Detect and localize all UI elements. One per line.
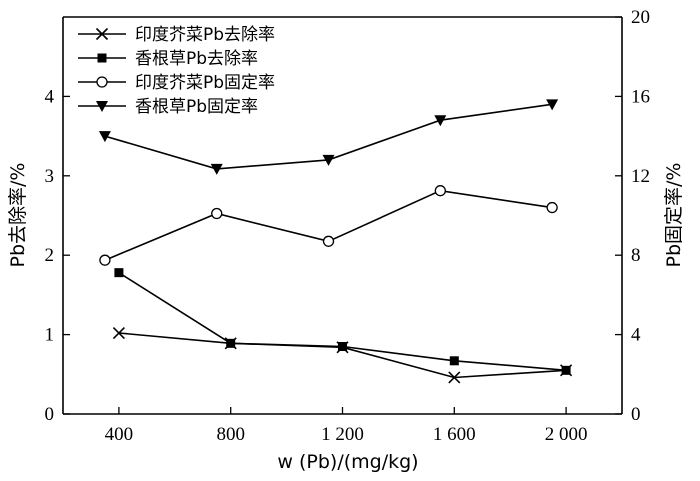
series-3-line <box>104 189 553 261</box>
series-2 <box>114 268 571 375</box>
right-y-tick-label: 4 <box>631 325 641 346</box>
series-4-point-5 <box>546 99 559 111</box>
legend-item-4: 香根草Pb固定率 <box>78 97 258 117</box>
series-4-point-4 <box>434 115 447 127</box>
series-3 <box>99 185 558 266</box>
right-y-tick-label: 8 <box>631 245 641 266</box>
legend-marker <box>97 53 107 63</box>
series-4-point-1 <box>98 131 111 143</box>
legend-marker <box>95 27 109 41</box>
series-2-line <box>118 272 567 372</box>
series-2-point-1 <box>114 268 124 278</box>
legend-item-2: 香根草Pb去除率 <box>78 49 258 69</box>
x-tick-label: 1 600 <box>433 424 476 445</box>
left-y-tick-label: 0 <box>45 404 55 425</box>
x-tick-label: 400 <box>105 424 134 445</box>
right-y-axis-title: Pb固定率/% <box>663 163 685 268</box>
x-tick-label: 800 <box>216 424 245 445</box>
series-3-point-5 <box>546 201 558 214</box>
right-y-tick-label: 16 <box>631 86 650 107</box>
left-y-tick-label: 1 <box>45 325 55 346</box>
right-y-tick-label: 20 <box>631 7 650 28</box>
series-4-point-2 <box>210 163 223 175</box>
series-3-point-4 <box>434 185 446 197</box>
series-4 <box>98 99 559 175</box>
series-1-line <box>118 332 567 379</box>
series-2-point-2 <box>226 338 236 348</box>
left-y-tick-label: 3 <box>45 166 55 187</box>
x-axis-title: w (Pb)/(mg/kg) <box>277 451 418 473</box>
legend-item-1: 印度芥菜Pb去除率 <box>78 25 275 45</box>
right-y-tick-label: 12 <box>631 166 650 187</box>
legend-label: 香根草Pb固定率 <box>135 97 258 117</box>
right-y-tick-label: 0 <box>631 404 641 425</box>
series-layer <box>98 99 573 384</box>
x-tick-label: 2 000 <box>545 424 588 445</box>
legend-marker <box>96 101 108 112</box>
series-2-point-3 <box>338 342 347 352</box>
legend-item-3: 印度芥菜Pb固定率 <box>78 73 275 93</box>
series-4-point-3 <box>322 154 335 166</box>
series-3-point-1 <box>99 254 111 266</box>
series-1 <box>112 326 573 384</box>
legend-label: 印度芥菜Pb去除率 <box>135 25 275 45</box>
legend-label: 香根草Pb去除率 <box>135 49 258 69</box>
series-3-point-2 <box>211 207 223 220</box>
legend-label: 印度芥菜Pb固定率 <box>135 73 275 93</box>
left-y-tick-label: 2 <box>45 245 55 266</box>
series-1-point-1 <box>112 326 125 340</box>
series-3-point-3 <box>322 235 335 247</box>
series-1-point-4 <box>448 371 461 384</box>
left-y-tick-label: 4 <box>45 86 55 107</box>
series-2-point-4 <box>449 356 459 366</box>
x-tick-label: 1 200 <box>321 424 364 445</box>
left-y-axis-title: Pb去除率/% <box>7 163 29 268</box>
series-2-point-5 <box>561 365 571 375</box>
legend-marker <box>96 76 108 88</box>
